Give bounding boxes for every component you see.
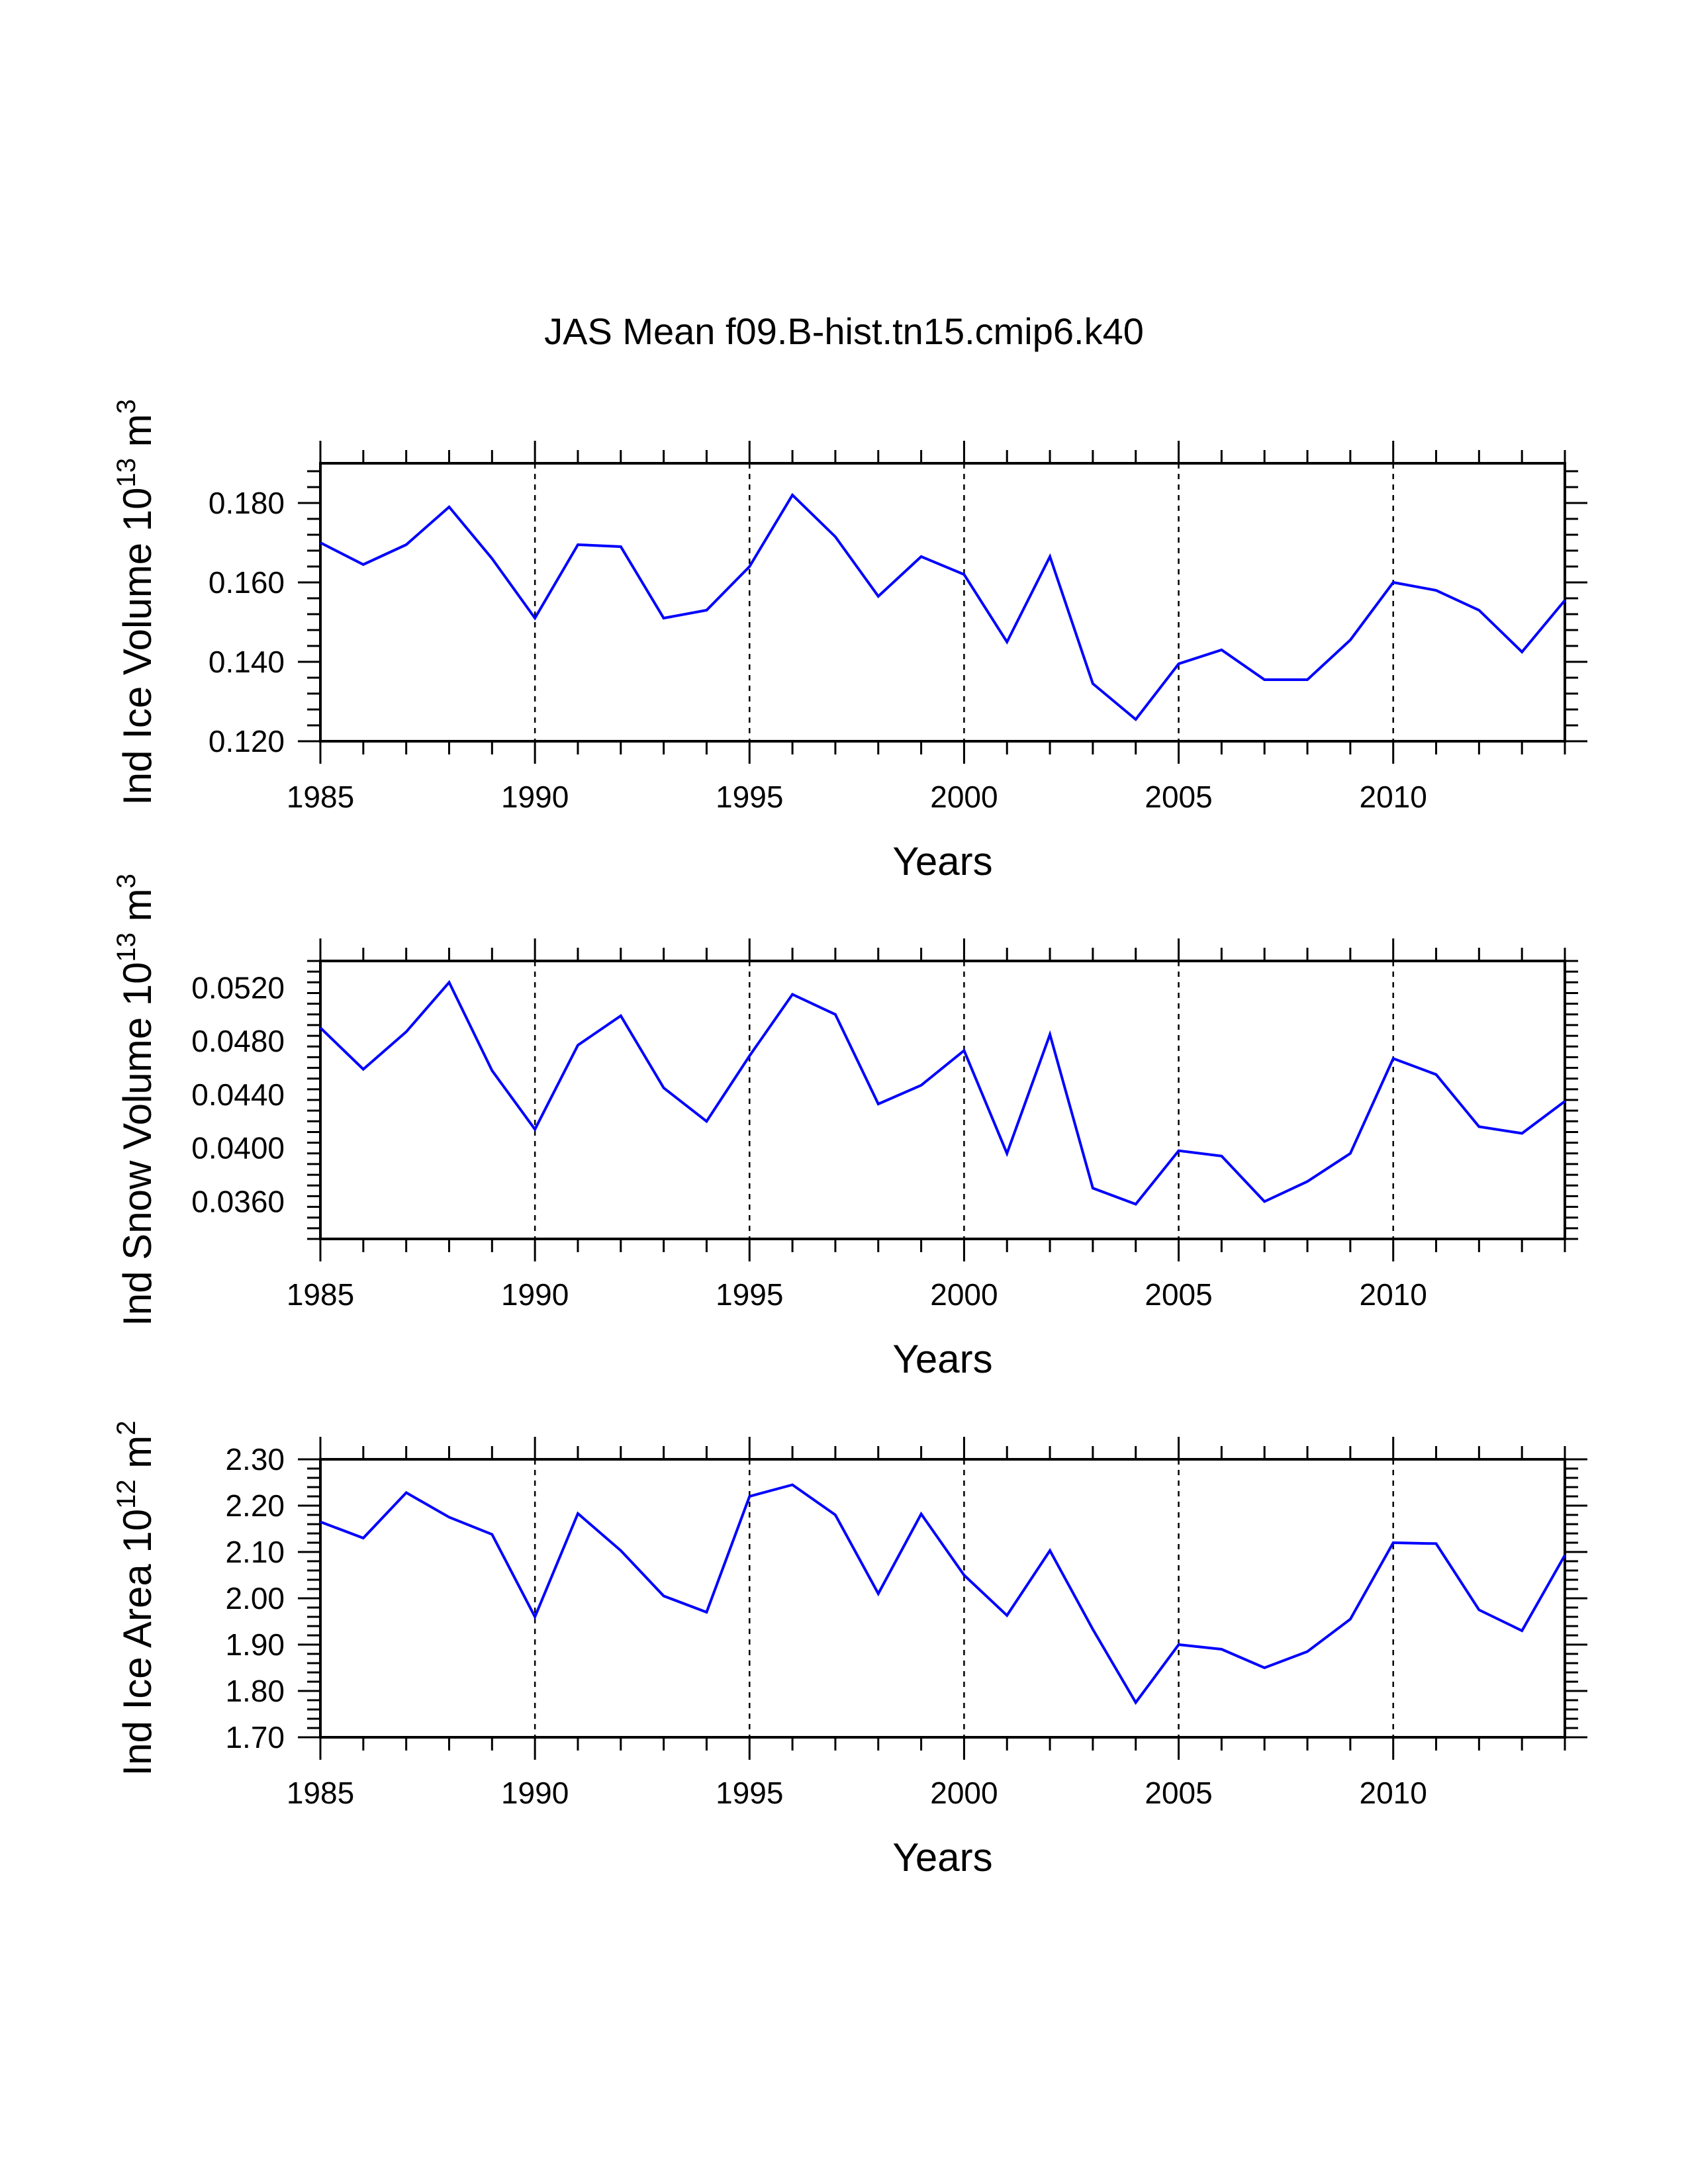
x-tick-label: 1985 (287, 1277, 354, 1312)
x-tick-label: 1995 (716, 780, 783, 814)
y-tick-label: 2.10 (225, 1535, 285, 1569)
x-tick-label: 2000 (930, 1776, 998, 1810)
x-tick-label: 1990 (501, 1277, 569, 1312)
y-tick-label: 0.180 (209, 486, 285, 520)
y-axis-title-part: m (115, 888, 160, 933)
x-tick-label: 1985 (287, 780, 354, 814)
figure-title: JAS Mean f09.B-hist.tn15.cmip6.k40 (544, 310, 1144, 352)
x-tick-label: 1995 (716, 1277, 783, 1312)
x-tick-label: 2000 (930, 780, 998, 814)
x-tick-label: 1995 (716, 1776, 783, 1810)
x-tick-label: 2010 (1360, 1776, 1427, 1810)
series-line (320, 492, 1566, 721)
series-line (319, 979, 1566, 1206)
x-tick-label: 1985 (287, 1776, 354, 1810)
y-tick-label: 2.00 (225, 1581, 285, 1615)
panel-2: 1985 1990 1995 2000 2005 2010 0.0360 0.0400 0.04… (112, 874, 1578, 1381)
plot-frame (319, 1458, 1566, 1739)
y-axis-title-part: 12 (112, 1479, 141, 1509)
y-tick-label: 0.160 (209, 565, 285, 600)
y-tick-label: 1.80 (225, 1674, 285, 1708)
y-axis-title-part: Ind Ice Area 10 (115, 1509, 160, 1776)
series-line (320, 1483, 1566, 1706)
y-tick-label: 0.120 (209, 724, 285, 758)
panel-3: 1985 1990 1995 2000 2005 2010 1.70 1.80 1.90 2.00… (112, 1420, 1587, 1880)
y-axis-title-part: 13 (112, 933, 141, 962)
y-axis-title-part: m (115, 1435, 160, 1480)
y-axis-title-part: 13 (112, 458, 141, 488)
y-axis-title-part: 3 (112, 399, 141, 414)
x-tick-label: 2010 (1360, 780, 1427, 814)
x-axis-title: Years (892, 1835, 992, 1880)
x-tick-label: 2005 (1145, 1277, 1212, 1312)
x-tick-label: 2000 (930, 1277, 998, 1312)
x-tick-label: 2005 (1145, 780, 1212, 814)
x-axis-title: Years (892, 839, 992, 884)
x-tick-label: 1990 (501, 780, 569, 814)
y-axis-title: Ind Snow Volume 1013 m3 (112, 874, 160, 1326)
y-tick-label: 0.0520 (191, 970, 285, 1005)
y-axis-title: Ind Ice Volume 1013 m3 (112, 399, 160, 805)
y-tick-label: 2.20 (225, 1488, 285, 1523)
y-tick-label: 0.0400 (191, 1131, 285, 1165)
y-tick-label: 1.90 (225, 1627, 285, 1662)
y-axis-title-part: 3 (112, 874, 141, 888)
x-tick-label: 2005 (1145, 1776, 1212, 1810)
x-axis-title: Years (892, 1337, 992, 1381)
y-tick-label: 1.70 (225, 1720, 285, 1754)
y-tick-label: 2.30 (225, 1442, 285, 1477)
x-tick-label: 2010 (1360, 1277, 1427, 1312)
plot-frame (319, 960, 1566, 1240)
panels: 1985 1990 1995 2000 2005 2010 0.120 0.140 0.160 0… (112, 399, 1587, 1880)
y-axis-title-part: 2 (112, 1420, 141, 1435)
y-axis-title-part: m (115, 414, 160, 458)
y-tick-label: 0.0360 (191, 1184, 285, 1218)
y-tick-label: 0.140 (209, 645, 285, 679)
y-axis-title: Ind Ice Area 1012 m2 (112, 1420, 160, 1776)
y-tick-label: 0.0480 (191, 1024, 285, 1058)
y-axis-title-part: Ind Ice Volume 10 (115, 488, 160, 805)
y-axis-title-part: Ind Snow Volume 10 (115, 962, 160, 1326)
panel-1: 1985 1990 1995 2000 2005 2010 0.120 0.140 0.160 0… (112, 399, 1587, 884)
y-tick-label: 0.0440 (191, 1077, 285, 1112)
x-tick-label: 1990 (501, 1776, 569, 1810)
